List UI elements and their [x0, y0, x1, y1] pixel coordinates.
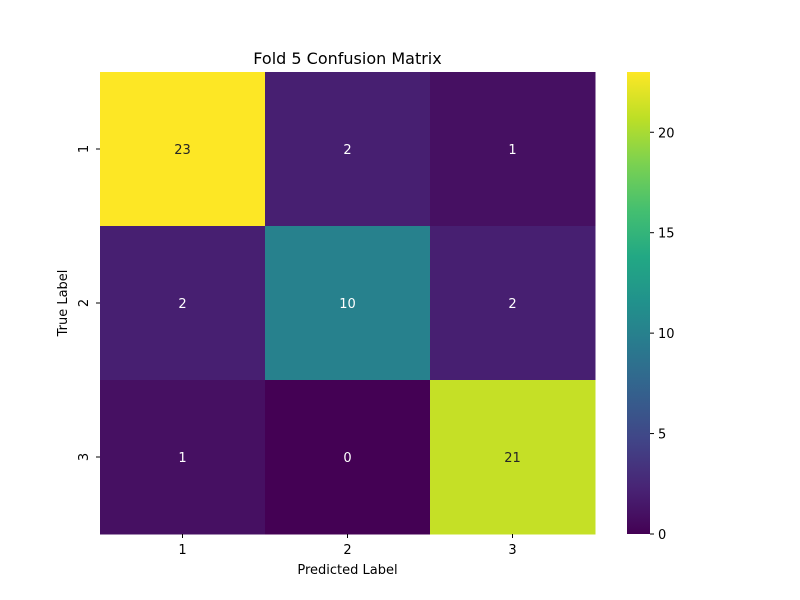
heatmap-cell-r2-c1 [100, 226, 266, 381]
heatmap-annotations: 23 2 12 10 21 0 21 [174, 143, 521, 466]
cell-value-r2-c1: 2 [178, 297, 186, 312]
x-tick-label: 2 [343, 543, 351, 558]
heatmap-cell-r2-c2 [265, 226, 431, 381]
cell-value-r1-c2: 2 [343, 143, 351, 158]
heatmap-cell-r3-c3 [430, 380, 596, 535]
y-tick-label: 2 [77, 299, 92, 307]
cell-value-r1-c3: 1 [508, 143, 516, 158]
x-tick-label: 3 [508, 543, 516, 558]
cell-value-r3-c2: 0 [343, 451, 351, 466]
colorbar-tick-label: 10 [658, 327, 675, 342]
chart-title: Fold 5 Confusion Matrix [253, 49, 441, 68]
y-tick-label: 1 [77, 145, 92, 153]
colorbar [627, 72, 650, 534]
x-tick-label: 1 [178, 543, 186, 558]
colorbar-tick-label: 5 [658, 428, 666, 443]
heatmap-cell-r2-c3 [430, 226, 596, 381]
x-axis-label: Predicted Label [297, 563, 397, 578]
heatmap-grid [100, 72, 596, 535]
heatmap-cell-r3-c1 [100, 380, 266, 535]
heatmap-cell-r1-c3 [430, 72, 596, 227]
colorbar-tick-label: 20 [658, 126, 675, 141]
colorbar-tick-label: 0 [658, 528, 666, 543]
y-axis: 1 2 3 [77, 145, 100, 461]
colorbar-tick-label: 15 [658, 227, 675, 242]
cell-value-r3-c3: 21 [504, 451, 521, 466]
y-axis-label: True Label [56, 270, 71, 338]
cell-value-r2-c2: 10 [339, 297, 356, 312]
heatmap-cell-r1-c1 [100, 72, 266, 227]
x-axis: 1 2 3 [178, 534, 517, 558]
heatmap-cell-r1-c2 [265, 72, 431, 227]
cell-value-r3-c1: 1 [178, 451, 186, 466]
cell-value-r1-c1: 23 [174, 143, 191, 158]
y-tick-label: 3 [77, 453, 92, 461]
cell-value-r2-c3: 2 [508, 297, 516, 312]
colorbar-axis: 0 5 10 15 20 [650, 126, 675, 543]
heatmap-cell-r3-c2 [265, 380, 431, 535]
